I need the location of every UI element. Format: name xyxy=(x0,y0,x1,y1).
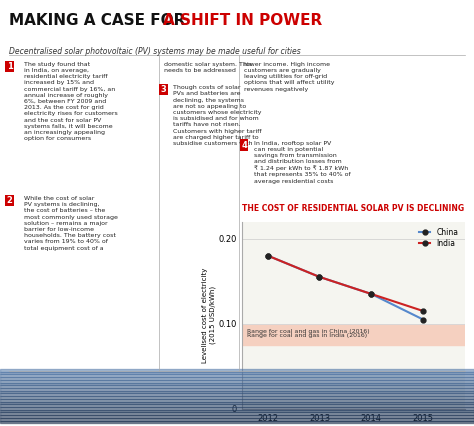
India xyxy=(420,308,426,314)
Text: 2: 2 xyxy=(7,196,12,205)
Text: A SHIFT IN POWER: A SHIFT IN POWER xyxy=(163,13,322,28)
Text: While the cost of solar
PV systems is declining,
the cost of batteries – the
mos: While the cost of solar PV systems is de… xyxy=(24,196,118,250)
Bar xyxy=(0,388,474,391)
Bar xyxy=(0,404,474,407)
Bar xyxy=(0,396,474,399)
Text: In India, rooftop solar PV
can result in potential
savings from transmission
and: In India, rooftop solar PV can result in… xyxy=(254,141,350,184)
Text: THE COST OF RESIDENTIAL SOLAR PV IS DECLINING: THE COST OF RESIDENTIAL SOLAR PV IS DECL… xyxy=(242,204,464,213)
India xyxy=(317,274,322,279)
Bar xyxy=(0,402,474,404)
Bar xyxy=(0,369,474,372)
Text: lower income. High income
customers are gradually
leaving utilities for off-grid: lower income. High income customers are … xyxy=(244,62,335,92)
India xyxy=(368,291,374,296)
China xyxy=(368,291,374,296)
Text: 3: 3 xyxy=(161,85,166,94)
Text: domestic solar system. This
needs to be addressed: domestic solar system. This needs to be … xyxy=(164,62,251,73)
Bar xyxy=(0,391,474,394)
Bar xyxy=(0,374,474,377)
Bar xyxy=(0,399,474,402)
Text: The study found that
in India, on average,
residential electricity tariff
increa: The study found that in India, on averag… xyxy=(24,62,118,141)
Text: Though costs of solar
PVs and batteries are
declining, the systems
are not so ap: Though costs of solar PVs and batteries … xyxy=(173,85,262,146)
Line: India: India xyxy=(265,253,426,314)
Text: Decentralised solar photovoltaic (PV) systems may be made useful for cities: Decentralised solar photovoltaic (PV) sy… xyxy=(9,47,301,56)
Y-axis label: Levelised cost of electricity
(2015 USD/kWh): Levelised cost of electricity (2015 USD/… xyxy=(202,268,216,363)
Bar xyxy=(0,386,474,388)
Line: China: China xyxy=(265,253,426,322)
Bar xyxy=(0,377,474,380)
China xyxy=(317,274,322,279)
Text: Range for coal and gas in China (2016): Range for coal and gas in China (2016) xyxy=(247,328,370,334)
China xyxy=(420,317,426,322)
Bar xyxy=(0,380,474,383)
Bar xyxy=(0,407,474,410)
Text: Range for coal and gas in India (2016): Range for coal and gas in India (2016) xyxy=(247,333,367,338)
Bar xyxy=(0,412,474,415)
Bar xyxy=(0,415,474,418)
Bar xyxy=(0,420,474,423)
Bar xyxy=(0,418,474,420)
Text: 1: 1 xyxy=(7,62,12,71)
Bar xyxy=(0,410,474,412)
Bar xyxy=(0,394,474,396)
Legend: China, India: China, India xyxy=(417,225,461,250)
Text: MAKING A CASE FOR: MAKING A CASE FOR xyxy=(9,13,191,28)
Text: 4: 4 xyxy=(241,141,247,150)
Bar xyxy=(0,383,474,386)
Bar xyxy=(242,325,465,345)
India xyxy=(265,253,271,258)
Bar xyxy=(0,372,474,374)
China xyxy=(265,253,271,258)
Bar xyxy=(242,325,465,337)
